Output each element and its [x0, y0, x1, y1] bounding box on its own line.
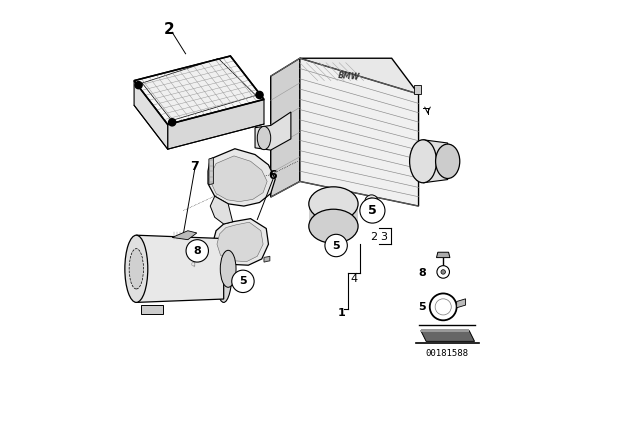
Ellipse shape: [410, 140, 436, 183]
Text: 5: 5: [368, 204, 377, 217]
Polygon shape: [300, 58, 419, 99]
Polygon shape: [309, 204, 358, 226]
Text: 4: 4: [350, 274, 357, 284]
Polygon shape: [457, 299, 466, 308]
Ellipse shape: [308, 209, 358, 243]
Polygon shape: [168, 99, 264, 149]
Circle shape: [360, 198, 385, 223]
Ellipse shape: [435, 299, 451, 315]
Ellipse shape: [308, 187, 358, 221]
Ellipse shape: [215, 235, 232, 302]
Polygon shape: [212, 219, 269, 265]
Polygon shape: [134, 81, 168, 149]
Ellipse shape: [220, 250, 236, 287]
Text: 00181588: 00181588: [426, 349, 468, 358]
Circle shape: [368, 198, 375, 205]
Text: 3: 3: [381, 232, 388, 241]
Circle shape: [441, 270, 445, 274]
Circle shape: [186, 240, 209, 262]
Text: 2: 2: [164, 22, 174, 37]
Ellipse shape: [436, 144, 460, 178]
Circle shape: [325, 234, 348, 257]
Polygon shape: [217, 222, 263, 262]
Polygon shape: [172, 231, 197, 240]
Polygon shape: [141, 305, 163, 314]
Polygon shape: [209, 158, 213, 185]
Polygon shape: [208, 149, 275, 206]
Circle shape: [135, 82, 142, 89]
Polygon shape: [210, 196, 233, 224]
Circle shape: [365, 195, 378, 208]
Text: CJ: CJ: [190, 262, 196, 267]
Circle shape: [256, 91, 263, 99]
Text: 2: 2: [370, 232, 378, 241]
Polygon shape: [271, 58, 300, 197]
Text: 1: 1: [338, 308, 346, 318]
Text: 8: 8: [419, 268, 426, 278]
Text: 5: 5: [419, 302, 426, 312]
Text: BMW: BMW: [338, 71, 360, 82]
Circle shape: [232, 270, 254, 293]
Polygon shape: [255, 112, 291, 150]
Circle shape: [437, 266, 449, 278]
Polygon shape: [212, 156, 267, 202]
Ellipse shape: [257, 126, 271, 150]
Polygon shape: [414, 85, 421, 94]
Polygon shape: [421, 329, 469, 332]
Polygon shape: [421, 331, 475, 341]
Polygon shape: [264, 256, 270, 262]
Ellipse shape: [430, 293, 457, 320]
Polygon shape: [136, 235, 224, 302]
Ellipse shape: [125, 235, 148, 302]
Circle shape: [168, 119, 176, 126]
Ellipse shape: [129, 249, 143, 289]
Polygon shape: [142, 58, 256, 121]
Text: 5: 5: [332, 241, 340, 250]
Text: 6: 6: [269, 169, 277, 182]
Text: 8: 8: [193, 246, 201, 256]
Text: 5: 5: [239, 276, 247, 286]
Polygon shape: [436, 252, 450, 258]
Polygon shape: [423, 140, 448, 183]
Text: 7: 7: [190, 160, 199, 173]
Polygon shape: [134, 56, 264, 125]
Polygon shape: [300, 58, 419, 206]
